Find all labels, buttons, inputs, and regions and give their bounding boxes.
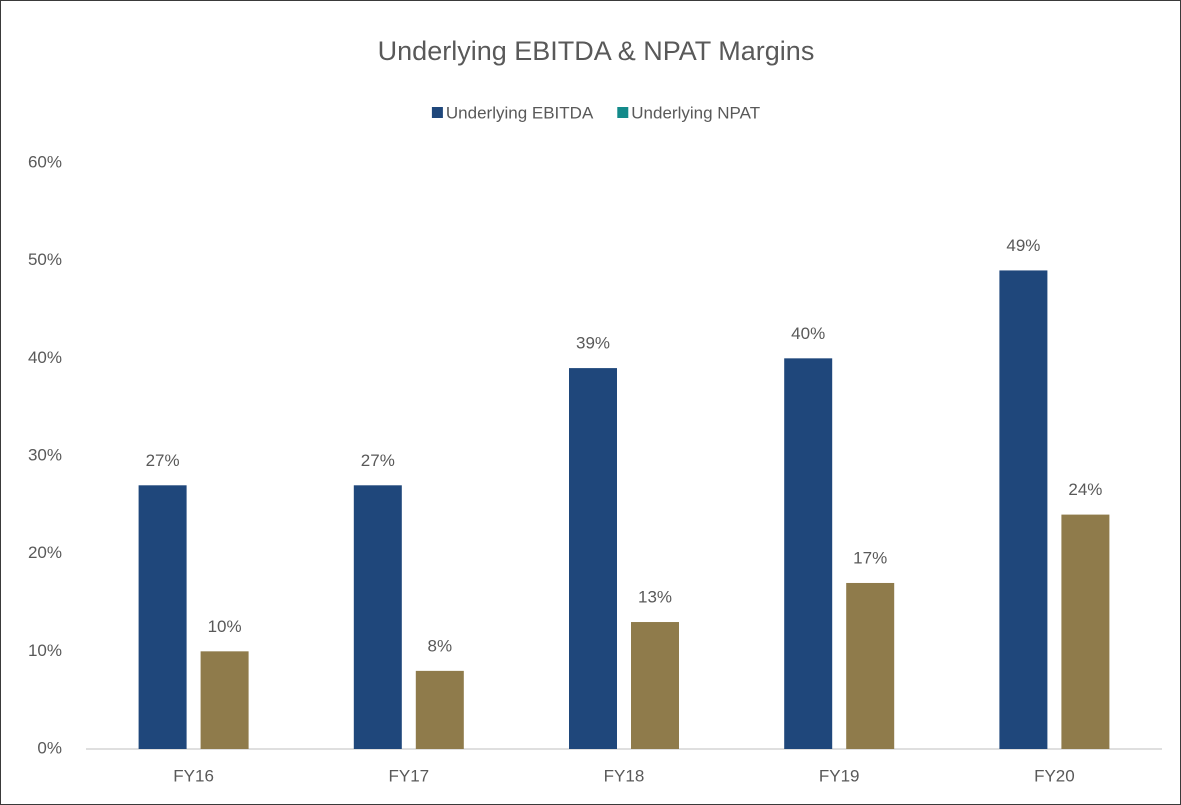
y-tick-label: 30% — [28, 445, 62, 464]
y-tick-label: 60% — [28, 152, 62, 171]
y-tick-label: 10% — [28, 641, 62, 660]
bar — [138, 485, 187, 749]
bar — [784, 358, 833, 749]
value-label: 49% — [1006, 236, 1040, 255]
legend-marker — [617, 107, 629, 118]
value-label: 39% — [576, 334, 610, 353]
value-label: 10% — [208, 617, 242, 636]
x-tick-label: FY17 — [388, 766, 429, 785]
y-tick-label: 0% — [37, 738, 62, 757]
chart-title: Underlying EBITDA & NPAT Margins — [378, 36, 815, 66]
bar — [569, 368, 617, 749]
bar — [200, 651, 249, 749]
y-tick-label: 40% — [28, 348, 62, 367]
value-label: 17% — [853, 548, 887, 567]
legend-label: Underlying EBITDA — [446, 103, 594, 122]
bar — [846, 582, 895, 749]
x-tick-label: FY18 — [604, 766, 645, 785]
value-label: 27% — [361, 451, 395, 470]
x-tick-label: FY16 — [173, 766, 214, 785]
value-label: 13% — [638, 588, 672, 607]
y-tick-label: 20% — [28, 543, 62, 562]
x-tick-label: FY19 — [819, 766, 860, 785]
y-tick-label: 50% — [28, 250, 62, 269]
bar — [353, 485, 402, 749]
bar — [999, 270, 1048, 749]
legend-marker — [431, 107, 443, 118]
x-tick-label: FY20 — [1034, 766, 1075, 785]
value-label: 8% — [428, 636, 453, 655]
value-label: 24% — [1068, 480, 1102, 499]
bar — [1061, 514, 1110, 749]
legend-label: Underlying NPAT — [631, 103, 760, 122]
value-label: 27% — [146, 451, 180, 470]
value-label: 40% — [791, 324, 825, 343]
bar — [415, 670, 464, 749]
bar — [631, 622, 679, 749]
